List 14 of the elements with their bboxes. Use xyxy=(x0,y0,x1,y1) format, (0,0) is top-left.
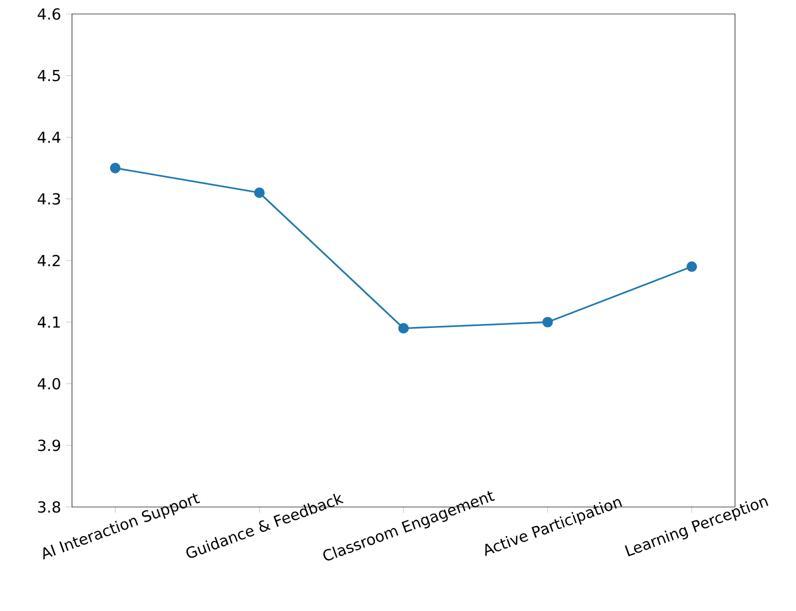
y-tick-label: 4.6 xyxy=(38,8,60,20)
y-tick-label: 4.4 xyxy=(38,132,60,143)
point xyxy=(398,323,409,334)
point xyxy=(542,316,553,328)
y-tick-label: 3.9 xyxy=(38,440,60,452)
point xyxy=(110,162,120,174)
y-tick-label: 4.1 xyxy=(38,316,60,328)
y-tick-label: 4.3 xyxy=(38,193,60,205)
y-tick-label: 3.8 xyxy=(38,501,60,513)
y-tick-label: 4.0 xyxy=(38,378,60,390)
y-tick-label: 4.5 xyxy=(38,70,60,82)
y-tick-label: 4.2 xyxy=(38,254,60,266)
point xyxy=(254,187,265,198)
point xyxy=(686,261,698,272)
